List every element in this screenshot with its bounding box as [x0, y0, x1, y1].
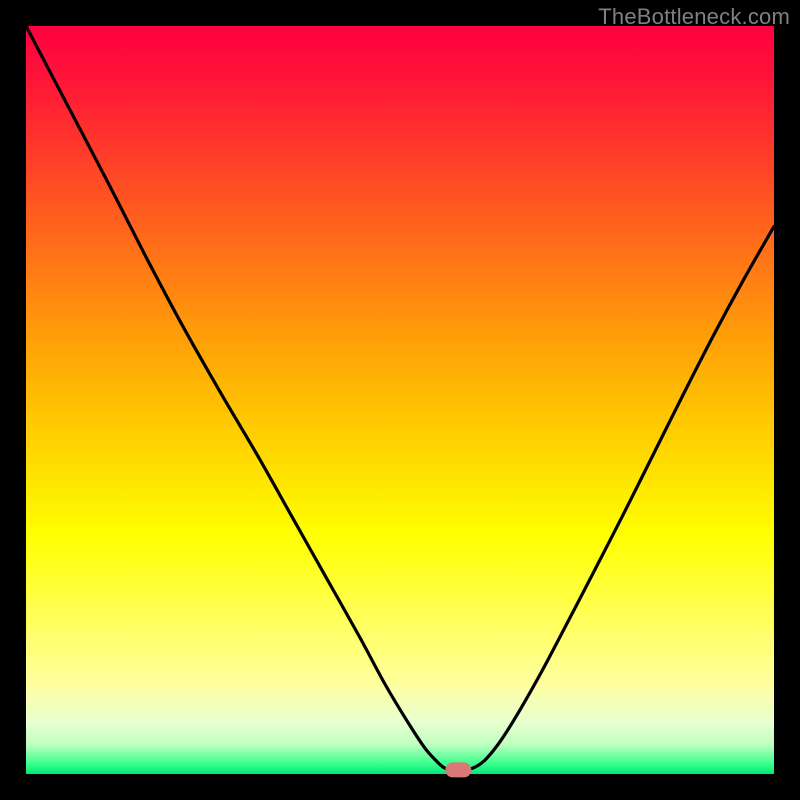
- plot-background: [26, 26, 774, 774]
- watermark-text: TheBottleneck.com: [598, 4, 790, 30]
- bottleneck-chart: [0, 0, 800, 800]
- optimal-marker: [445, 762, 471, 777]
- chart-wrapper: TheBottleneck.com: [0, 0, 800, 800]
